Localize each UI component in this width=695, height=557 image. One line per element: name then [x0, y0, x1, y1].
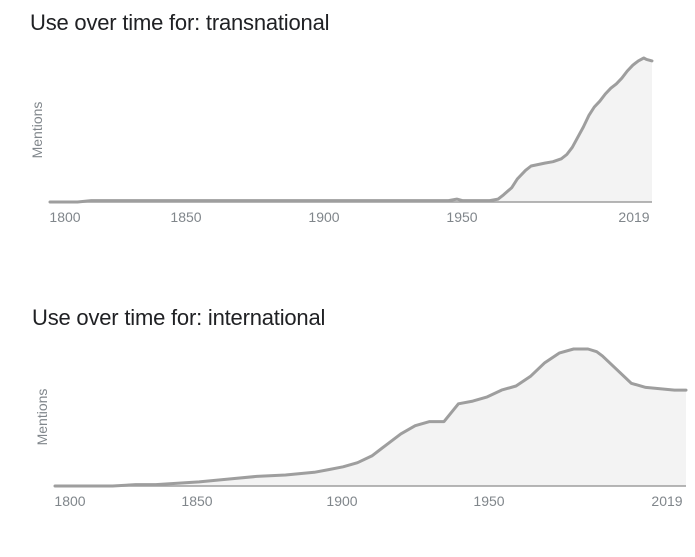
x-tick-label: 1800	[54, 493, 85, 509]
x-tick-label: 1900	[308, 209, 339, 225]
y-axis-label: Mentions	[29, 102, 45, 159]
chart-title: Use over time for: international	[32, 305, 326, 330]
x-tick-label: 1950	[473, 493, 504, 509]
area-fill	[50, 58, 652, 202]
x-tick-label: 1800	[49, 209, 80, 225]
x-tick-label: 1900	[326, 493, 357, 509]
series-line	[48, 56, 654, 204]
area-fill	[55, 349, 686, 486]
chart-title: Use over time for: transnational	[30, 10, 330, 35]
x-tick-label: 2019	[618, 209, 649, 225]
x-tick-label: 1950	[446, 209, 477, 225]
y-axis-label: Mentions	[34, 389, 50, 446]
x-tick-label: 1850	[181, 493, 212, 509]
series-line	[53, 347, 688, 488]
x-tick-label: 1850	[170, 209, 201, 225]
x-tick-label: 2019	[651, 493, 682, 509]
